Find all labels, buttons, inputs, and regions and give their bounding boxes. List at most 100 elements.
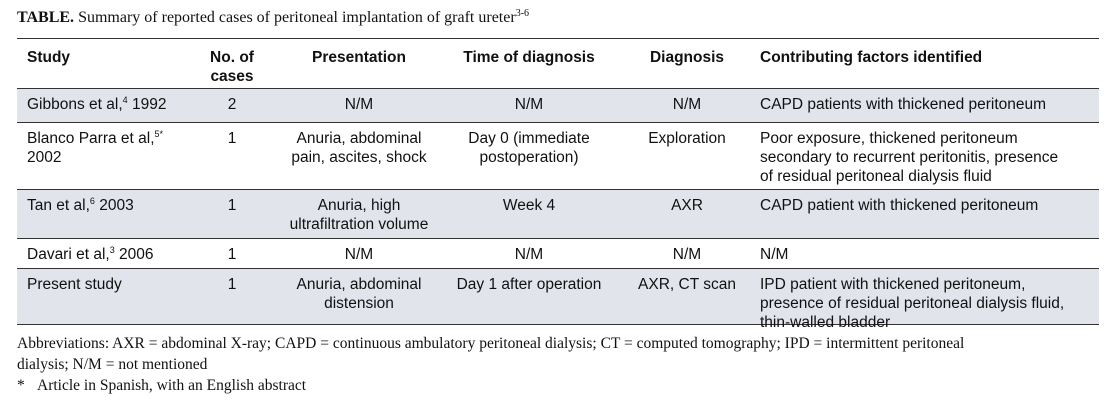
cell-cases: 1 xyxy=(227,246,237,263)
footnote-star: * Article in Spanish, with an English abs… xyxy=(17,375,1097,396)
cell-diagnosis: N/M xyxy=(672,246,702,263)
cell-factors-line: N/M xyxy=(760,246,789,263)
cell-presentation-line: N/M xyxy=(344,96,374,113)
cell-factors-line: CAPD patients with thickened peritoneum xyxy=(760,96,1047,113)
cell-presentation: N/M xyxy=(279,245,439,264)
cell-time-line: postoperation) xyxy=(479,149,579,166)
caption-refs: 3-6 xyxy=(515,8,530,19)
footnote-star-mark: * xyxy=(17,377,25,394)
study-line: Gibbons et al,4 1992 xyxy=(27,95,166,114)
cell-factors-line: secondary to recurrent peritonitis, pres… xyxy=(760,149,1059,166)
cell-presentation-line: Anuria, abdominal xyxy=(296,276,422,293)
cell-time-line: Day 0 (immediate xyxy=(468,130,590,147)
study-year: 2006 xyxy=(114,246,154,263)
cell-cases: 1 xyxy=(227,276,237,293)
study-line: Blanco Parra et al,5* xyxy=(27,129,163,148)
study-authors: Blanco Parra et al, xyxy=(27,130,155,147)
cell-time: N/M xyxy=(445,245,613,264)
table-rule xyxy=(17,189,1099,190)
cell-factors-line: CAPD patient with thickened peritoneum xyxy=(760,197,1039,214)
cell-diagnosis: AXR xyxy=(671,197,703,214)
caption-text: Summary of reported cases of peritoneal … xyxy=(78,9,516,26)
table-rule xyxy=(17,122,1099,123)
cell-factors: CAPD patients with thickened peritoneum xyxy=(760,95,1046,114)
cell-diagnosis: AXR, CT scan xyxy=(638,276,736,293)
cell-presentation: Anuria, abdominal distension xyxy=(279,275,439,313)
header-cases: No. of cases xyxy=(187,48,277,86)
cell-diagnosis: Exploration xyxy=(648,130,726,147)
cell-presentation-line: Anuria, abdominal xyxy=(296,130,422,147)
table-rule xyxy=(17,324,1099,325)
study-year: 2003 xyxy=(94,197,134,214)
cell-factors: CAPD patient with thickened peritoneum xyxy=(760,196,1038,215)
cell-study: Present study xyxy=(27,275,122,294)
row-band xyxy=(17,268,1099,324)
cell-factors-line: IPD patient with thickened peritoneum, xyxy=(760,276,1026,293)
header-cases-line1: No. of xyxy=(210,49,254,66)
table-rule xyxy=(17,88,1099,89)
table-footnotes: Abbreviations: AXR = abdominal X-ray; CA… xyxy=(17,333,1097,396)
cell-time-line: Day 1 after operation xyxy=(456,276,602,293)
table-rule xyxy=(17,238,1099,239)
caption-label: TABLE. xyxy=(17,9,75,26)
study-year: 1992 xyxy=(127,96,167,113)
study-ref: 6 xyxy=(89,196,95,206)
row-band xyxy=(17,189,1099,238)
cell-time-line: N/M xyxy=(514,96,544,113)
footnote-star-text: Article in Spanish, with an English abst… xyxy=(37,377,307,394)
row-band xyxy=(17,88,1099,122)
footnote-abbreviations-line2: dialysis; N/M = not mentioned xyxy=(17,356,208,373)
cell-factors-line: thin-walled bladder xyxy=(760,314,891,331)
cell-cases: 1 xyxy=(227,197,237,214)
cell-cases: 1 xyxy=(227,130,237,147)
summary-table: Study No. of cases Presentation Time of … xyxy=(17,38,1099,331)
cell-presentation-line: N/M xyxy=(344,246,374,263)
study-line: Tan et al,6 2003 xyxy=(27,196,134,215)
cell-factors-line: presence of residual peritoneal dialysis… xyxy=(760,295,1065,312)
cell-diagnosis: N/M xyxy=(672,96,702,113)
cell-time: Day 0 (immediate postoperation) xyxy=(445,129,613,167)
header-time: Time of diagnosis xyxy=(463,49,595,66)
cell-presentation-line: distension xyxy=(324,295,394,312)
cell-factors-line: of residual peritoneal dialysis fluid xyxy=(760,168,992,185)
header-study: Study xyxy=(27,49,71,66)
cell-presentation-line: ultrafiltration volume xyxy=(289,216,429,233)
cell-factors-line: Poor exposure, thickened peritoneum xyxy=(760,130,1018,147)
cell-presentation: Anuria, abdominal pain, ascites, shock xyxy=(279,129,439,167)
header-diagnosis: Diagnosis xyxy=(649,49,725,66)
study-authors: Davari et al, xyxy=(27,246,110,263)
study-authors: Tan et al, xyxy=(27,197,90,214)
cell-factors: N/M xyxy=(760,245,788,264)
study-line: Davari et al,3 2006 xyxy=(27,245,154,264)
cell-time: Week 4 xyxy=(445,196,613,215)
study-authors: Present study xyxy=(27,276,122,293)
cell-presentation-line: Anuria, high xyxy=(317,197,401,214)
cell-presentation: N/M xyxy=(279,95,439,114)
cell-study: Davari et al,3 2006 xyxy=(27,245,154,264)
cell-time-line: Week 4 xyxy=(502,197,556,214)
table-rule xyxy=(17,38,1099,39)
cell-study: Tan et al,6 2003 xyxy=(27,196,134,215)
cell-presentation-line: pain, ascites, shock xyxy=(291,149,427,166)
study-ref: 4 xyxy=(122,95,128,105)
cell-study: Blanco Parra et al,5* 2002 xyxy=(27,129,163,167)
cell-study: Gibbons et al,4 1992 xyxy=(27,95,166,114)
cell-time-line: N/M xyxy=(514,246,544,263)
cell-factors: IPD patient with thickened peritoneum, pr… xyxy=(760,275,1064,332)
study-authors: Gibbons et al, xyxy=(27,96,123,113)
header-factors: Contributing factors identified xyxy=(760,49,983,66)
cell-presentation: Anuria, high ultrafiltration volume xyxy=(279,196,439,234)
cell-factors: Poor exposure, thickened peritoneum secon… xyxy=(760,129,1058,186)
study-line: Present study xyxy=(27,275,122,294)
study-ref: 5* xyxy=(154,129,164,139)
study-ref: 3 xyxy=(109,245,115,255)
table-rule xyxy=(17,268,1099,269)
footnote-abbreviations-line1: Abbreviations: AXR = abdominal X-ray; CA… xyxy=(17,335,965,352)
header-cases-line2: cases xyxy=(210,68,254,85)
table-caption: TABLE. Summary of reported cases of peri… xyxy=(17,9,1097,27)
cell-time: N/M xyxy=(445,95,613,114)
cell-time: Day 1 after operation xyxy=(445,275,613,294)
header-presentation: Presentation xyxy=(312,49,406,66)
study-year-line2: 2002 xyxy=(27,149,62,166)
